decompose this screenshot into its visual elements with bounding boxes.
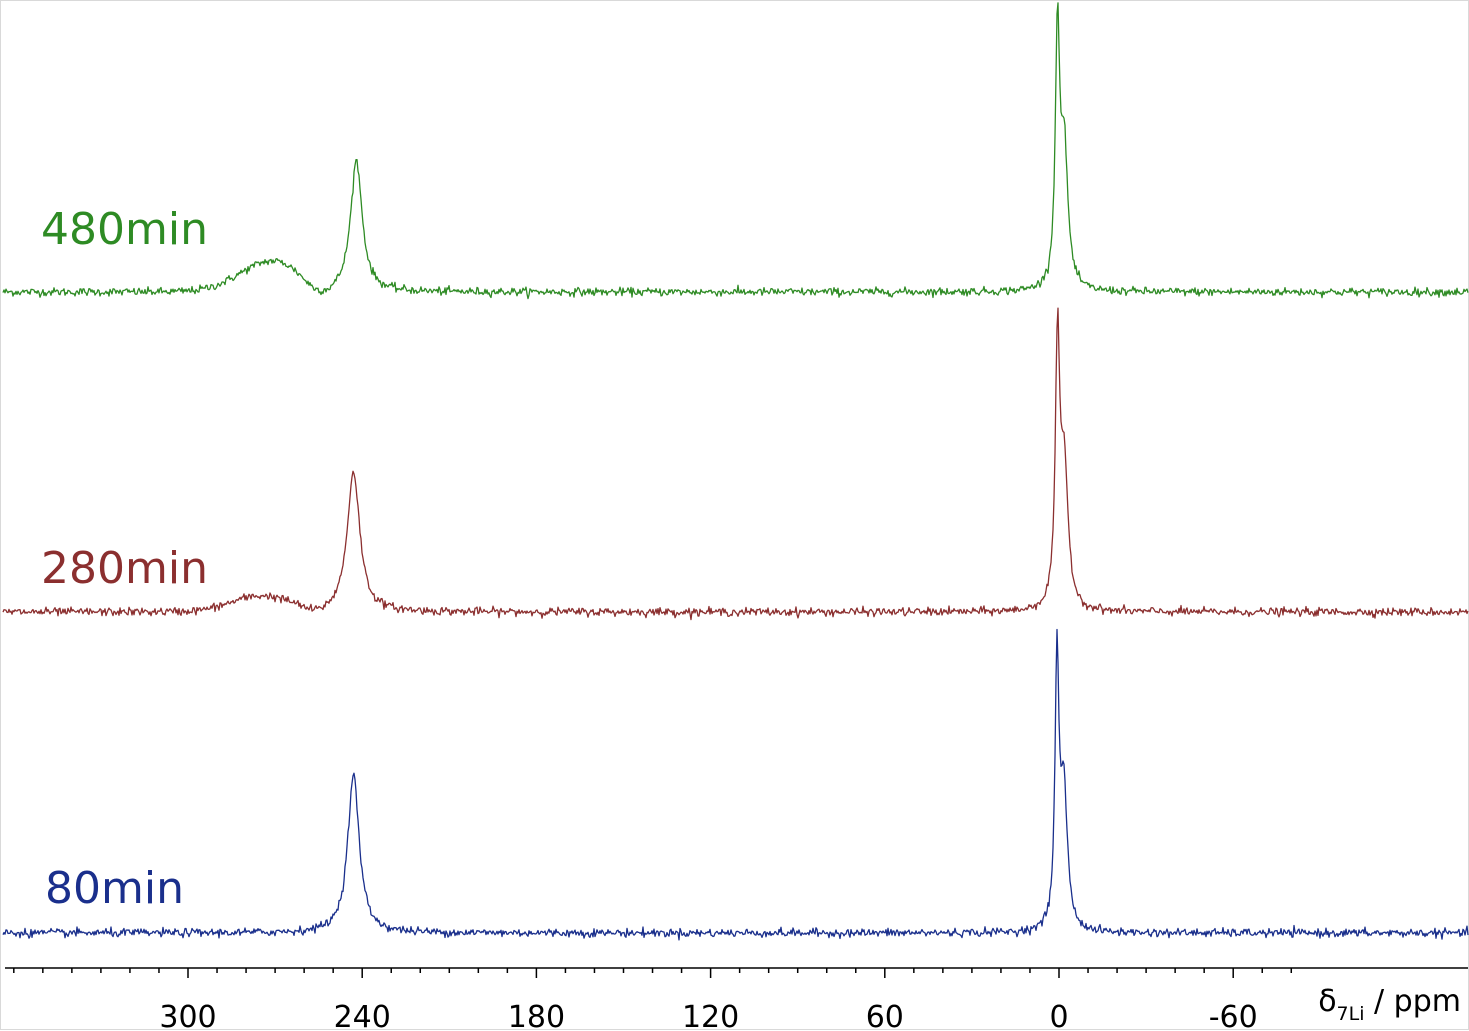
x-tick-label: 300 xyxy=(159,1000,216,1031)
spectrum-trace-80min xyxy=(2,628,1469,941)
series-label-280min: 280min xyxy=(41,543,208,594)
x-axis-subscript: 7Li xyxy=(1337,1003,1365,1025)
series-labels: 480min 280min 80min xyxy=(41,204,208,914)
spectra-traces xyxy=(2,2,1469,941)
x-tick-label: 120 xyxy=(682,1000,739,1031)
x-axis-ticks: 300 240 180 120 60 0 -60 xyxy=(13,968,1293,1031)
x-axis-title: δ7Li / ppm xyxy=(1318,984,1461,1025)
x-axis: 300 240 180 120 60 0 -60 δ7Li / ppm xyxy=(5,967,1468,1031)
series-label-480min: 480min xyxy=(41,204,208,255)
x-tick-label: 180 xyxy=(508,1000,565,1031)
x-tick-label: 60 xyxy=(866,1000,904,1031)
x-tick-label: 240 xyxy=(334,1000,391,1031)
x-tick-label: -60 xyxy=(1209,1000,1258,1031)
x-axis-unit: / ppm xyxy=(1365,984,1462,1019)
series-label-80min: 80min xyxy=(45,863,184,914)
spectrum-trace-280min xyxy=(2,307,1469,621)
x-tick-label: 0 xyxy=(1049,1000,1068,1031)
spectrum-trace-480min xyxy=(2,2,1469,300)
x-axis-symbol: δ xyxy=(1318,984,1336,1019)
